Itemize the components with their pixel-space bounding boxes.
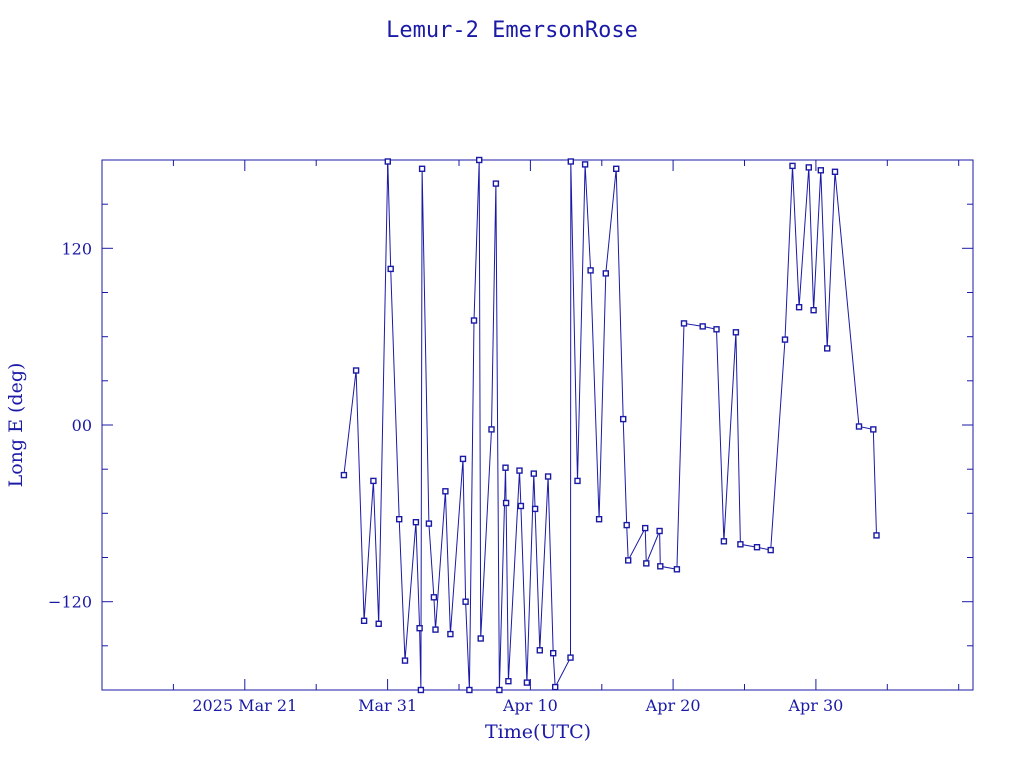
data-point: [824, 345, 831, 352]
x-axis-label: Time(UTC): [485, 721, 591, 743]
data-point: [831, 168, 839, 176]
data-point: [417, 686, 425, 694]
data-point: [416, 625, 423, 632]
x-tick-label: Mar 31: [358, 696, 417, 715]
series-line: [343, 159, 877, 691]
data-point: [430, 594, 438, 601]
data-point: [505, 678, 512, 685]
data-point: [470, 317, 478, 324]
data-point: [657, 563, 664, 570]
data-point: [523, 679, 531, 686]
data-point: [352, 367, 360, 374]
data-point: [502, 464, 509, 471]
data-point: [737, 541, 744, 548]
data-point: [360, 617, 368, 624]
data-point: [810, 307, 817, 314]
data-point: [496, 686, 503, 694]
data-point: [581, 161, 589, 168]
data-point: [370, 477, 377, 485]
data-point: [789, 162, 796, 170]
data-point: [476, 156, 483, 164]
data-point: [870, 426, 877, 433]
data-point: [699, 323, 706, 330]
data-point: [673, 566, 681, 573]
chart-title: Lemur-2 EmersonRose: [386, 18, 638, 43]
data-point: [488, 426, 495, 433]
data-point: [720, 538, 728, 545]
data-point: [552, 683, 559, 691]
y-tick-label: 120: [61, 239, 92, 258]
data-point: [401, 657, 409, 664]
data-point: [462, 598, 469, 605]
data-point: [613, 165, 620, 173]
plot-area: [340, 156, 880, 694]
y-axis-label: Long E (deg): [5, 363, 27, 488]
axis-tick-labels: 2025 Mar 21 Mar 31 Apr 10 Apr 20 Apr 30 120 00…: [48, 239, 843, 715]
y-tick-label: 00: [72, 416, 92, 435]
data-point: [680, 320, 688, 327]
data-point: [340, 471, 348, 479]
data-point: [817, 167, 824, 174]
data-point: [656, 527, 663, 535]
data-point: [587, 267, 594, 274]
data-point: [713, 326, 720, 333]
data-point: [855, 423, 863, 430]
data-point: [550, 650, 557, 657]
data-point: [502, 499, 510, 507]
data-point: [531, 505, 539, 513]
data-point: [516, 467, 523, 474]
data-point: [642, 524, 649, 532]
data-point: [567, 158, 574, 165]
data-point: [466, 686, 473, 694]
data-point: [595, 516, 603, 523]
data-point: [620, 415, 627, 423]
data-point: [544, 473, 552, 480]
data-point: [517, 502, 525, 510]
data-point: [805, 164, 812, 171]
data-point: [412, 519, 420, 526]
data-point: [530, 470, 537, 477]
data-point: [753, 544, 761, 551]
x-tick-label: 2025 Mar 21: [192, 696, 297, 715]
data-point: [375, 620, 382, 627]
data-point: [536, 647, 543, 654]
data-point: [643, 560, 650, 567]
data-point: [425, 520, 433, 527]
x-tick-label: Apr 30: [787, 696, 843, 715]
axis-ticks: [102, 160, 973, 690]
data-point: [602, 270, 609, 277]
data-point: [459, 455, 467, 463]
data-point: [767, 546, 774, 554]
data-point: [795, 304, 803, 311]
data-point: [567, 654, 574, 661]
data-point: [574, 477, 581, 485]
data-point: [873, 532, 880, 539]
x-tick-label: Apr 10: [502, 696, 558, 715]
data-point: [447, 630, 454, 638]
y-tick-label: −120: [48, 593, 92, 612]
x-tick-label: Apr 20: [645, 696, 701, 715]
data-point: [732, 329, 740, 336]
data-point: [625, 557, 632, 564]
data-point: [442, 488, 449, 495]
data-point: [396, 516, 403, 523]
data-point: [781, 336, 789, 343]
data-point: [387, 265, 394, 273]
data-point: [477, 635, 484, 642]
data-point: [384, 158, 391, 165]
data-point: [432, 626, 439, 633]
data-point: [492, 180, 500, 187]
data-point: [418, 165, 426, 173]
data-point: [623, 521, 630, 529]
plot-frame: [101, 159, 974, 691]
